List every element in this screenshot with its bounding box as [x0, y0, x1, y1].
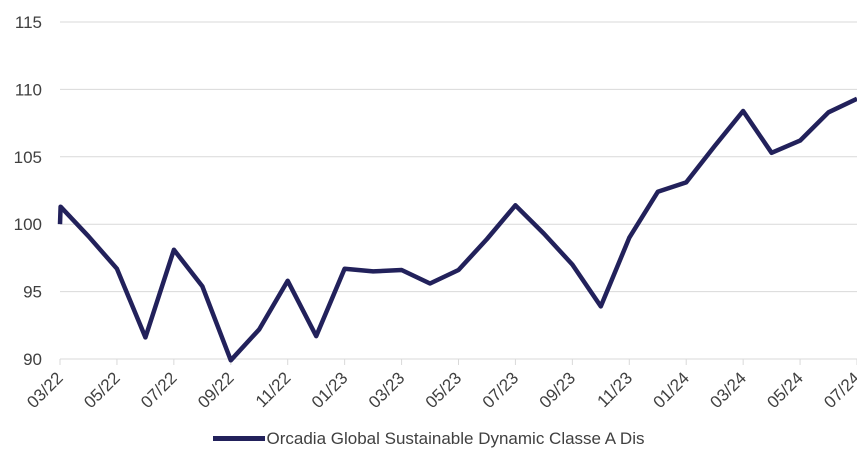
x-tick-label: 01/23 [308, 368, 352, 412]
y-tick-label: 95 [23, 283, 42, 302]
x-tick-label: 07/24 [820, 368, 857, 412]
y-tick-label: 115 [15, 13, 42, 32]
legend: Orcadia Global Sustainable Dynamic Class… [0, 428, 857, 449]
legend-label: Orcadia Global Sustainable Dynamic Class… [266, 428, 645, 448]
x-axis-tick-labels: 03/22 05/22 07/22 09/22 11/22 01/23 03/23 05/23… [23, 368, 857, 412]
x-tick-label: 03/24 [706, 368, 750, 412]
x-tick-label: 11/23 [593, 368, 636, 411]
x-tick-label: 09/22 [194, 368, 238, 412]
x-tick-label: 07/22 [137, 368, 181, 412]
x-tick-label: 03/23 [365, 368, 409, 412]
legend-swatch [212, 436, 265, 441]
x-tick-label: 05/24 [763, 368, 807, 412]
x-axis-ticks [59, 359, 857, 365]
x-tick-label: 11/22 [252, 368, 295, 411]
x-tick-label: 01/24 [650, 368, 694, 412]
x-tick-label: 05/23 [422, 368, 466, 412]
series-line [57, 96, 857, 363]
y-tick-label: 110 [15, 80, 42, 99]
y-tick-label: 105 [14, 148, 42, 167]
x-tick-label: 03/22 [23, 368, 67, 412]
x-tick-label: 07/23 [479, 368, 523, 412]
y-tick-label: 90 [23, 350, 42, 369]
x-tick-label: 09/23 [536, 368, 580, 412]
x-tick-label: 05/22 [80, 368, 124, 412]
gridlines [60, 21, 857, 293]
y-tick-label: 100 [14, 215, 42, 234]
y-axis-tick-labels: 90 95 100 105 110 115 [14, 13, 42, 369]
